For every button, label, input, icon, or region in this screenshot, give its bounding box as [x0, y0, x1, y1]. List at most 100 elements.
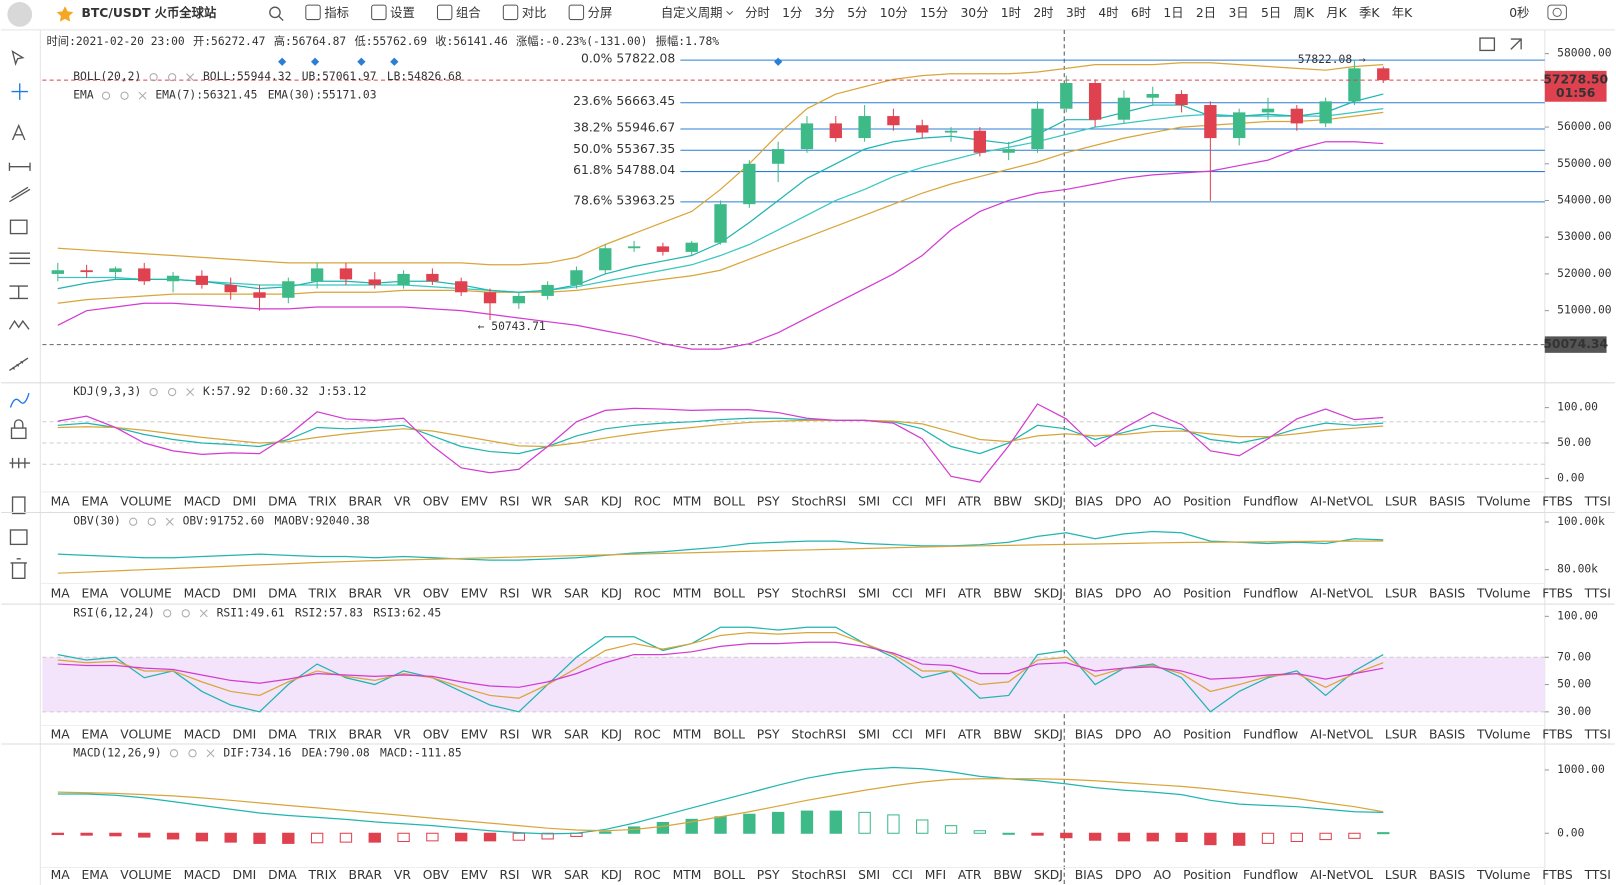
calendar-tool[interactable] — [9, 529, 28, 546]
indicator-tab[interactable]: EMV — [461, 586, 488, 600]
indicator-tab[interactable]: VOLUME — [120, 727, 172, 741]
period-button[interactable]: 周K — [1294, 6, 1315, 20]
indicator-tab[interactable]: BOLL — [713, 868, 745, 882]
indicator-tab[interactable]: TTSI — [1584, 495, 1611, 509]
pane-maximize[interactable] — [1510, 38, 1522, 50]
indicator-tab[interactable]: SKDJ — [1034, 586, 1063, 600]
indicator-tab[interactable]: EMV — [461, 727, 488, 741]
indicator-tab[interactable]: BASIS — [1429, 586, 1465, 600]
indicator-tab[interactable]: BIAS — [1075, 495, 1104, 509]
indicator-tab[interactable]: ATR — [958, 868, 982, 882]
indicator-tab[interactable]: PSY — [757, 868, 780, 882]
tool-button[interactable]: 组合 — [456, 5, 481, 20]
period-button[interactable]: 5日 — [1261, 6, 1281, 20]
indicator-tab[interactable]: StochRSI — [791, 586, 846, 600]
trend-tool[interactable] — [9, 186, 31, 203]
indicator-tab[interactable]: BRAR — [349, 495, 383, 509]
indicator-tab[interactable]: MFI — [925, 868, 946, 882]
indicator-tab[interactable]: TTSI — [1584, 586, 1611, 600]
period-button[interactable]: 2时 — [1033, 6, 1053, 20]
search-icon[interactable] — [269, 6, 281, 19]
indicator-tab[interactable]: EMV — [461, 868, 488, 882]
legend-close[interactable] — [186, 73, 195, 82]
indicator-tab[interactable]: DPO — [1115, 868, 1142, 882]
legend-settings[interactable] — [120, 91, 129, 100]
legend-visibility[interactable] — [149, 73, 158, 82]
indicator-tab[interactable]: DMI — [232, 495, 256, 509]
legend-close[interactable] — [199, 609, 208, 618]
indicator-tab[interactable]: AO — [1153, 495, 1171, 509]
indicator-tab[interactable]: DMA — [268, 586, 297, 600]
indicator-tab[interactable]: AO — [1153, 586, 1171, 600]
wave-tool[interactable] — [8, 319, 30, 330]
indicator-tab[interactable]: SAR — [564, 495, 589, 509]
indicator-tab[interactable]: TRIX — [308, 495, 338, 509]
indicator-tab[interactable]: Position — [1183, 868, 1231, 882]
indicator-tab[interactable]: VOLUME — [120, 495, 172, 509]
indicator-tab[interactable]: AO — [1153, 868, 1171, 882]
period-button[interactable]: 10分 — [880, 6, 908, 20]
tool-button[interactable]: 设置 — [390, 6, 415, 20]
indicator-tab[interactable]: RSI — [499, 495, 519, 509]
indicator-tab[interactable]: KDJ — [601, 495, 622, 509]
indicator-tab[interactable]: VR — [394, 868, 411, 882]
indicator-tab[interactable]: EMV — [461, 495, 488, 509]
indicator-tab[interactable]: CCI — [892, 868, 913, 882]
indicator-tab[interactable]: SMI — [858, 495, 880, 509]
indicator-tab[interactable]: BBW — [993, 727, 1022, 741]
indicator-tab[interactable]: TVolume — [1476, 868, 1530, 882]
period-button[interactable]: 30分 — [960, 6, 988, 20]
indicator-tab[interactable]: BRAR — [349, 727, 383, 741]
indicator-tab[interactable]: TVolume — [1476, 586, 1530, 600]
screenshot-icon[interactable] — [1547, 4, 1567, 21]
indicator-tab[interactable]: VOLUME — [120, 586, 172, 600]
indicator-tab[interactable]: BOLL — [713, 495, 745, 509]
period-button[interactable]: 3分 — [815, 6, 835, 20]
indicator-tab[interactable]: LSUR — [1385, 868, 1418, 882]
indicator-tab[interactable]: CCI — [892, 727, 913, 741]
indicator-tab[interactable]: SAR — [564, 727, 589, 741]
period-button[interactable]: 6时 — [1131, 6, 1151, 20]
period-button[interactable]: 分时 — [745, 6, 770, 20]
fib-tool[interactable] — [9, 252, 31, 265]
indicator-tab[interactable]: LSUR — [1385, 586, 1418, 600]
indicator-tab[interactable]: SMI — [858, 586, 880, 600]
indicator-tab[interactable]: FTBS — [1542, 868, 1573, 882]
logo[interactable] — [7, 2, 33, 27]
indicator-tab[interactable]: BBW — [993, 868, 1022, 882]
legend-settings[interactable] — [168, 73, 177, 82]
indicator-tab[interactable]: Fundflow — [1243, 586, 1298, 600]
indicator-tab[interactable]: SAR — [564, 586, 589, 600]
legend-close[interactable] — [165, 517, 174, 526]
ruler-tool[interactable] — [8, 162, 31, 171]
indicator-tab[interactable]: StochRSI — [791, 727, 846, 741]
indicator-tab[interactable]: VOLUME — [120, 868, 172, 882]
indicator-tab[interactable]: Fundflow — [1243, 727, 1298, 741]
indicator-tab[interactable]: MACD — [184, 495, 221, 509]
indicator-tab[interactable]: OBV — [423, 868, 450, 882]
indicator-tab[interactable]: BASIS — [1429, 727, 1465, 741]
period-button[interactable]: 年K — [1392, 6, 1413, 20]
lock-tool[interactable] — [10, 427, 27, 440]
indicator-tab[interactable]: AI-NetVOL — [1310, 727, 1373, 741]
indicator-tab[interactable]: KDJ — [601, 868, 622, 882]
indicator-tab[interactable]: OBV — [423, 495, 450, 509]
indicator-tab[interactable]: MFI — [925, 495, 946, 509]
indicator-tab[interactable]: BASIS — [1429, 495, 1465, 509]
period-button[interactable]: 月K — [1326, 6, 1347, 20]
indicator-tab[interactable]: DMI — [232, 586, 256, 600]
cursor-tool[interactable] — [11, 50, 25, 66]
indicator-tab[interactable]: ROC — [634, 495, 661, 509]
legend-close[interactable] — [186, 388, 195, 397]
text-tool[interactable] — [11, 123, 26, 141]
period-button[interactable]: 3日 — [1228, 6, 1248, 20]
indicator-tab[interactable]: WR — [531, 727, 552, 741]
legend-settings[interactable] — [181, 609, 190, 618]
indicator-tab[interactable]: MTM — [673, 868, 702, 882]
legend-visibility[interactable] — [101, 91, 111, 100]
indicator-tab[interactable]: KDJ — [601, 586, 622, 600]
indicator-tab[interactable]: DMA — [268, 495, 297, 509]
indicator-tab[interactable]: EMA — [82, 495, 109, 509]
indicator-tab[interactable]: VR — [394, 727, 411, 741]
period-button[interactable]: 2日 — [1196, 6, 1216, 20]
